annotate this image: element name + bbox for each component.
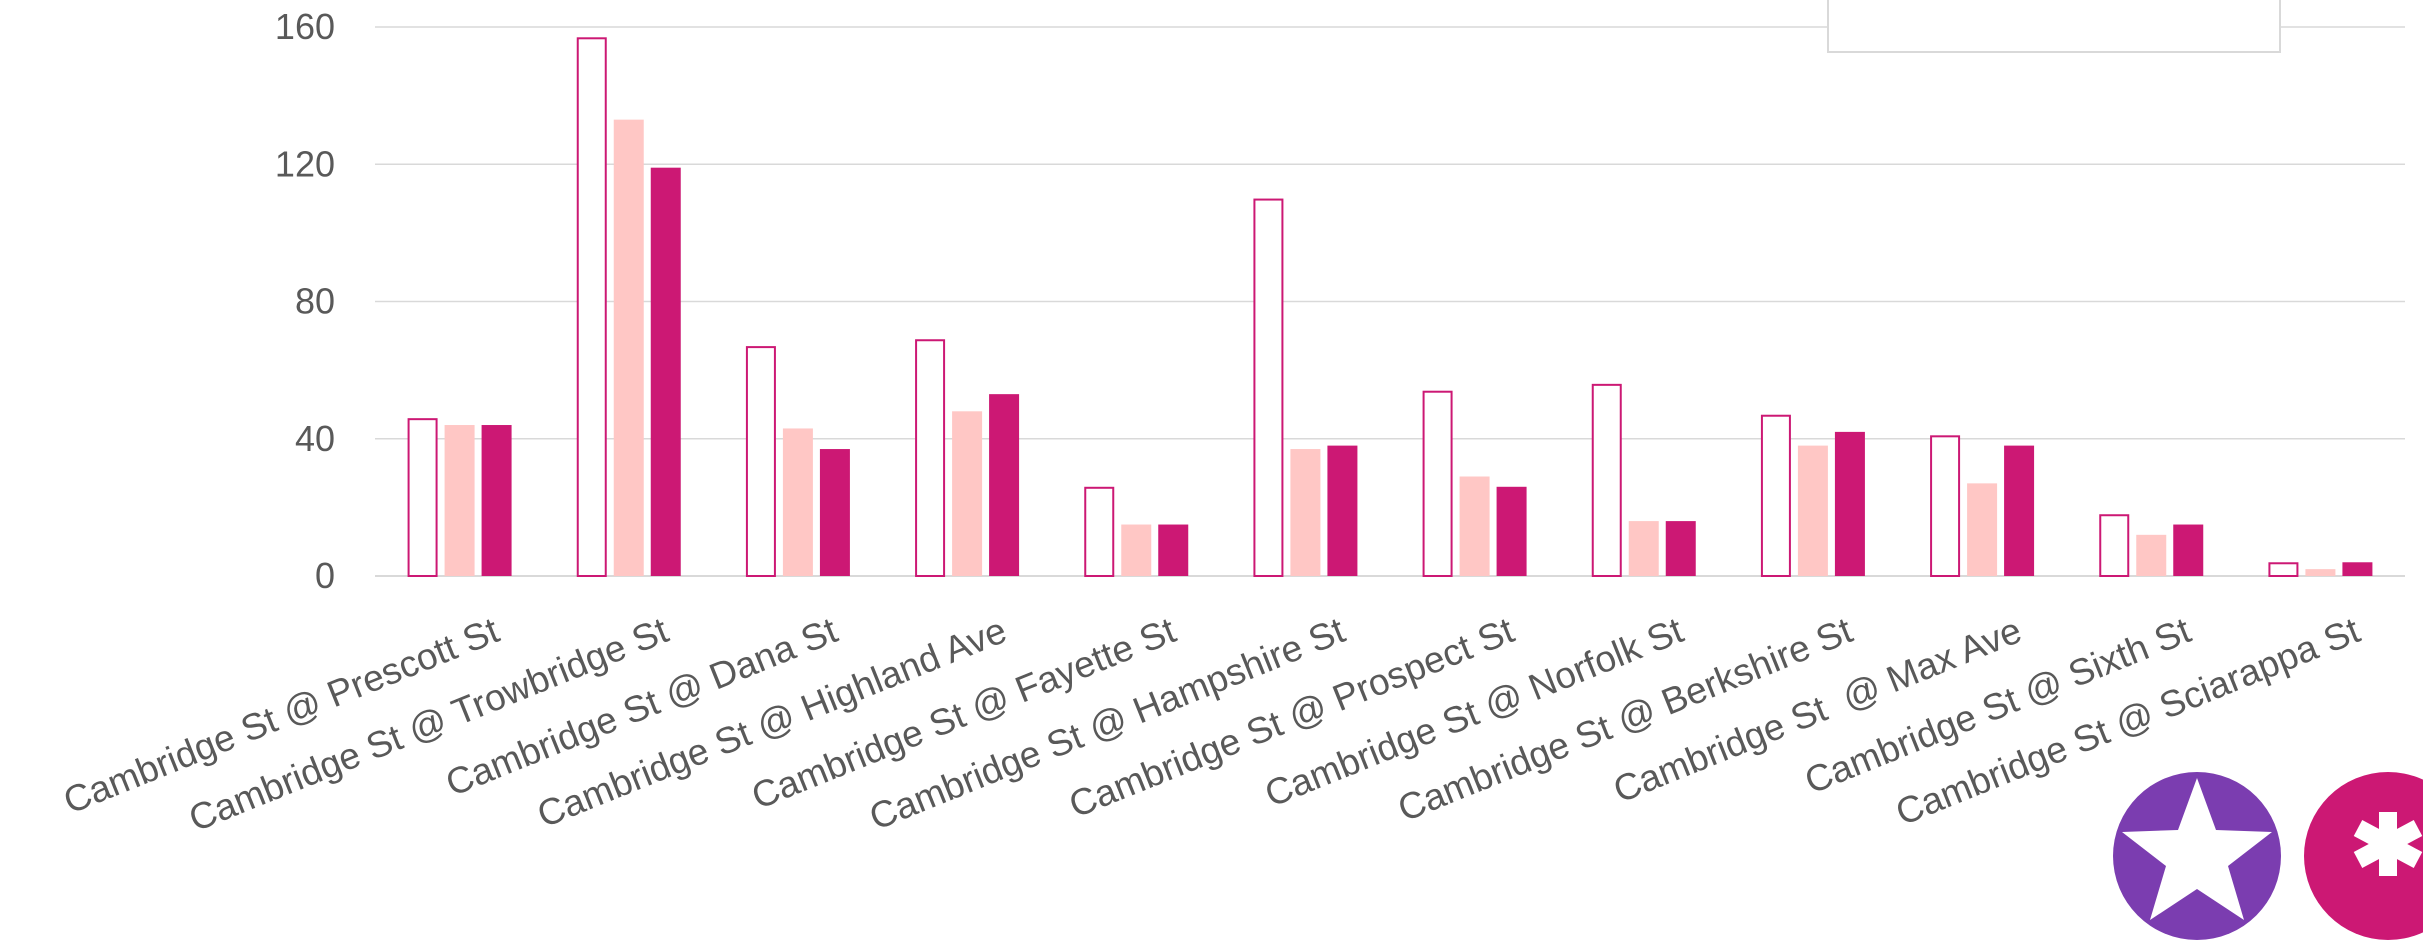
- y-tick-label: 80: [295, 281, 335, 322]
- y-tick-label: 120: [275, 143, 335, 184]
- y-tick-label: 40: [295, 418, 335, 459]
- star-badge[interactable]: [2113, 772, 2281, 940]
- bar-series-1: [1084, 486, 1115, 578]
- y-tick-label: 160: [275, 6, 335, 47]
- bar-series-1: [915, 339, 946, 577]
- bar-series-1: [1253, 198, 1284, 577]
- legend-box: [1827, 0, 2281, 53]
- y-tick-label: 0: [315, 555, 335, 596]
- bar-series-1: [2268, 562, 2299, 578]
- bar-series-2: [952, 411, 983, 576]
- bar-series-3: [1158, 524, 1189, 576]
- bars: [407, 37, 2373, 578]
- star-icon: [2122, 778, 2272, 920]
- bar-series-2: [613, 119, 644, 577]
- bar-series-3: [1834, 431, 1865, 576]
- gridlines: [375, 26, 2405, 577]
- bar-series-2: [1459, 476, 1490, 576]
- bar-series-2: [2136, 534, 2167, 576]
- asterisk-badge[interactable]: [2304, 772, 2423, 940]
- y-axis-ticks: 0 40 80 120 160: [275, 6, 335, 596]
- bar-series-2: [444, 425, 475, 576]
- bar-series-1: [2099, 514, 2130, 577]
- bar-series-3: [989, 394, 1020, 576]
- bar-series-2: [2305, 569, 2336, 576]
- bar-series-3: [650, 167, 681, 576]
- bar-series-3: [1665, 521, 1696, 576]
- bar-series-2: [1797, 445, 1828, 576]
- bar-series-3: [2173, 524, 2204, 576]
- bar-series-1: [1591, 383, 1622, 577]
- bar-series-3: [2004, 445, 2035, 576]
- bar-series-2: [1121, 524, 1152, 576]
- bar-series-2: [1967, 483, 1998, 576]
- bar-series-2: [1628, 521, 1659, 576]
- bar-series-1: [1760, 414, 1791, 578]
- bar-series-1: [407, 418, 438, 577]
- bar-series-1: [745, 346, 776, 578]
- bar-series-1: [576, 37, 607, 577]
- bar-series-3: [1496, 486, 1527, 576]
- bar-series-3: [2342, 562, 2373, 576]
- bar-series-3: [819, 449, 850, 576]
- bar-series-1: [1930, 435, 1961, 577]
- bar-series-3: [481, 425, 512, 576]
- bar-series-2: [1290, 449, 1321, 576]
- bar-series-1: [1422, 390, 1453, 577]
- asterisk-icon: [2353, 812, 2423, 876]
- bar-series-2: [782, 428, 813, 576]
- bar-series-3: [1327, 445, 1358, 576]
